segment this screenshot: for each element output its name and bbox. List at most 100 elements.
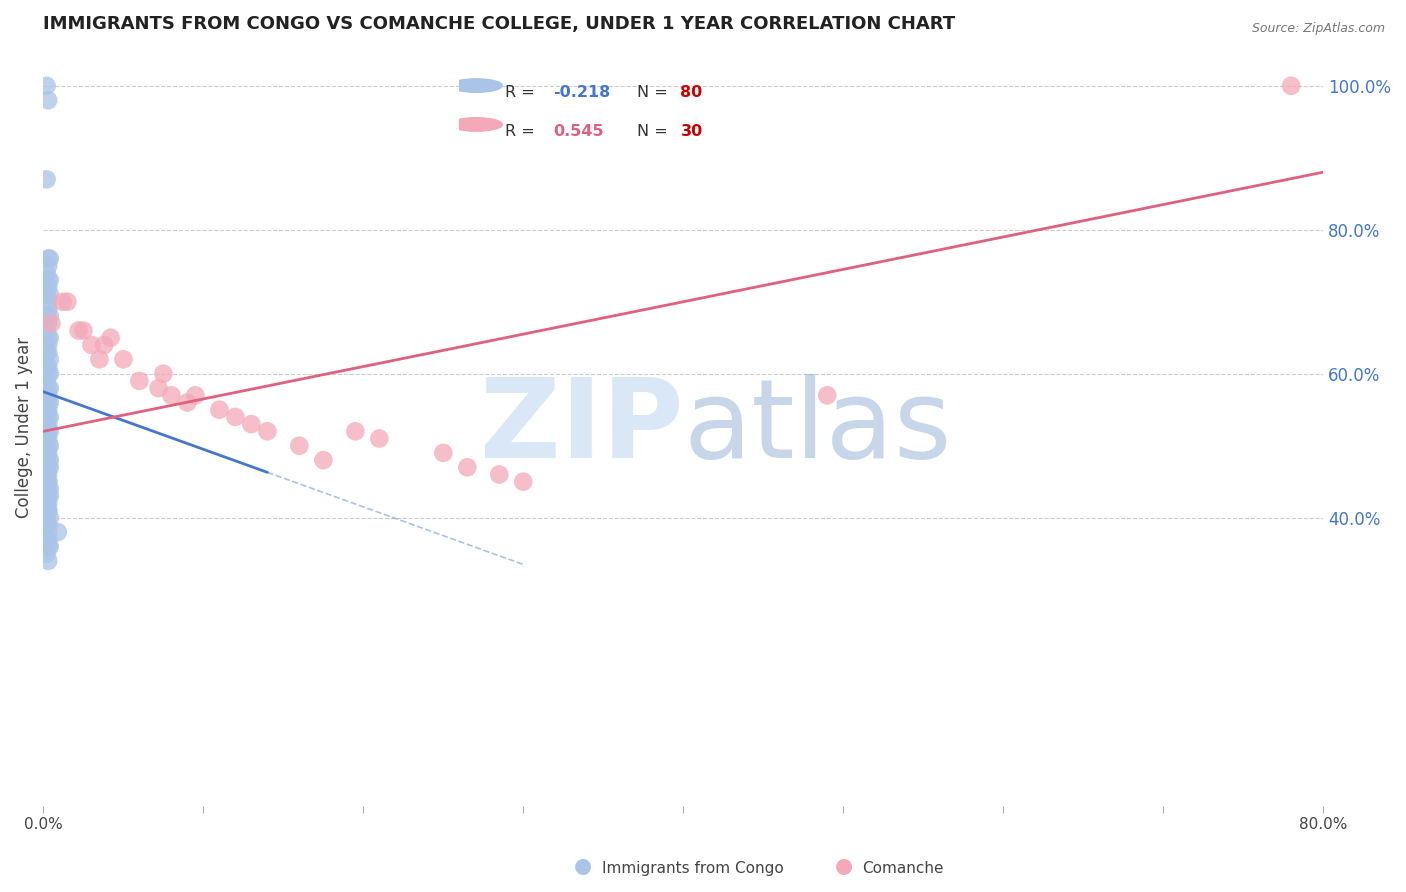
Point <box>52 294 75 309</box>
Point <box>93 338 115 352</box>
Point <box>38 287 60 301</box>
Point <box>208 402 231 417</box>
Point <box>37 439 59 453</box>
Point <box>38 460 60 475</box>
Point <box>37 425 59 439</box>
Point <box>148 381 170 395</box>
Point <box>456 460 478 475</box>
Point <box>35 489 58 503</box>
Point <box>35 78 58 93</box>
Point <box>184 388 207 402</box>
Point <box>38 367 60 381</box>
Point <box>89 352 111 367</box>
Point <box>38 352 60 367</box>
Point <box>35 460 58 475</box>
Point <box>37 345 59 359</box>
Point <box>37 395 59 409</box>
Point <box>38 439 60 453</box>
Point <box>815 388 838 402</box>
Point <box>38 331 60 345</box>
Point <box>37 460 59 475</box>
Text: atlas: atlas <box>683 375 952 481</box>
Point <box>37 316 59 330</box>
Point <box>38 381 60 395</box>
Point <box>37 446 59 460</box>
Point <box>112 352 135 367</box>
Point <box>38 453 60 467</box>
Point <box>37 367 59 381</box>
Y-axis label: College, Under 1 year: College, Under 1 year <box>15 337 32 518</box>
Point <box>1279 78 1302 93</box>
Point <box>35 324 58 338</box>
Text: Immigrants from Congo: Immigrants from Congo <box>602 861 783 876</box>
Point <box>37 331 59 345</box>
Point <box>37 554 59 568</box>
Text: IMMIGRANTS FROM CONGO VS COMANCHE COLLEGE, UNDER 1 YEAR CORRELATION CHART: IMMIGRANTS FROM CONGO VS COMANCHE COLLEG… <box>44 15 956 33</box>
Point <box>38 409 60 424</box>
Point <box>35 446 58 460</box>
Point <box>35 388 58 402</box>
Point <box>35 417 58 431</box>
Point <box>35 533 58 547</box>
Point <box>288 439 311 453</box>
Point <box>37 280 59 294</box>
Point <box>37 259 59 273</box>
Point <box>35 496 58 510</box>
Point <box>37 503 59 517</box>
Point <box>35 475 58 489</box>
Point <box>37 359 59 374</box>
Point <box>35 547 58 561</box>
Point <box>312 453 335 467</box>
Point <box>37 533 59 547</box>
Point <box>72 324 94 338</box>
Point <box>38 252 60 266</box>
Point <box>176 395 198 409</box>
Point <box>35 359 58 374</box>
Point <box>100 331 122 345</box>
Point <box>432 446 454 460</box>
Text: ZIP: ZIP <box>479 375 683 481</box>
Point <box>37 338 59 352</box>
Point <box>37 409 59 424</box>
Point <box>41 316 63 330</box>
Point <box>35 517 58 532</box>
Point <box>37 432 59 446</box>
Point <box>38 489 60 503</box>
Text: ●: ● <box>575 856 592 876</box>
Point <box>35 172 58 186</box>
Point <box>128 374 150 388</box>
Point <box>37 525 59 540</box>
Point <box>256 425 278 439</box>
Point <box>344 425 367 439</box>
Point <box>37 301 59 316</box>
Point <box>512 475 534 489</box>
Point <box>38 482 60 496</box>
Point <box>37 475 59 489</box>
Point <box>160 388 183 402</box>
Point <box>37 489 59 503</box>
Point <box>37 381 59 395</box>
Point <box>38 273 60 287</box>
Point <box>35 402 58 417</box>
Point <box>56 294 79 309</box>
Point <box>368 432 391 446</box>
Point <box>152 367 174 381</box>
Point <box>38 309 60 323</box>
Point <box>37 402 59 417</box>
Point <box>37 503 59 517</box>
Point <box>38 395 60 409</box>
Point <box>35 309 58 323</box>
Point <box>37 252 59 266</box>
Point <box>35 432 58 446</box>
Text: ●: ● <box>835 856 852 876</box>
Point <box>37 453 59 467</box>
Point <box>224 409 246 424</box>
Point <box>35 374 58 388</box>
Point <box>35 345 58 359</box>
Point <box>37 294 59 309</box>
Point <box>37 93 59 107</box>
Point <box>37 496 59 510</box>
Point <box>35 467 58 482</box>
Point <box>488 467 510 482</box>
Point <box>38 510 60 524</box>
